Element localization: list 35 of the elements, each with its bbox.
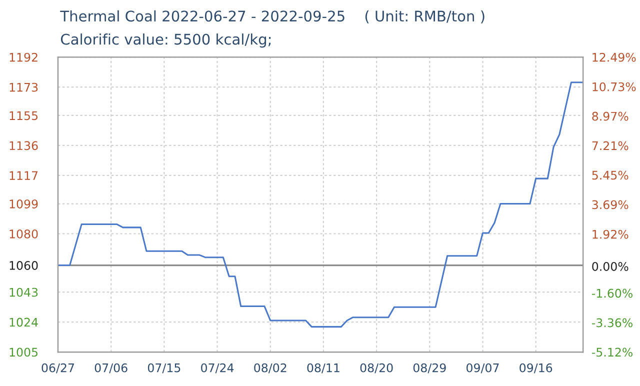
x-tick-label: 09/07 — [466, 363, 499, 374]
x-tick-label: 08/20 — [360, 363, 393, 374]
y2-tick-label: 10.73% — [592, 82, 636, 92]
y-tick-label: 1060 — [10, 261, 38, 270]
line-series — [58, 82, 584, 328]
y-tick-label: 1043 — [10, 288, 38, 297]
y2-tick-label: -3.36% — [592, 318, 632, 328]
y2-tick-label: -1.60% — [592, 288, 632, 298]
x-tick-label: 08/02 — [254, 363, 286, 374]
y2-tick-label: 7.21% — [592, 141, 628, 150]
y-tick-label: 1117 — [10, 171, 38, 180]
x-tick-label: 07/15 — [148, 363, 180, 374]
x-tick-label: 07/06 — [94, 363, 128, 374]
y-tick-label: 1192 — [10, 52, 38, 62]
chart-title: Thermal Coal 2022-06-27 - 2022-09-25 ( Unit: RMB/ton ) — [60, 10, 484, 24]
y2-tick-label: 1.92% — [592, 230, 628, 239]
y-tick-label: 1173 — [10, 82, 38, 92]
y2-tick-label: 8.97% — [592, 112, 628, 121]
chart-subtitle: Calorific value: 5500 kcal/kg; — [60, 33, 271, 48]
x-tick-label: 08/11 — [307, 363, 340, 374]
y-tick-label: 1155 — [10, 111, 38, 120]
y-tick-label: 1024 — [10, 318, 38, 327]
y2-tick-label: 0.00% — [592, 262, 628, 271]
y-tick-label: 1005 — [10, 348, 38, 357]
y2-tick-label: 5.45% — [592, 170, 628, 180]
y-tick-label: 1136 — [10, 141, 38, 150]
y-tick-label: 1099 — [10, 200, 38, 208]
y2-tick-label: -5.12% — [592, 348, 632, 357]
y-tick-label: 1080 — [10, 229, 38, 238]
x-tick-label: 06/27 — [42, 363, 74, 374]
x-tick-label: 07/24 — [201, 363, 234, 374]
y2-tick-label: 3.69% — [592, 200, 628, 210]
y2-tick-label: 12.49% — [592, 52, 636, 62]
x-tick-label: 08/29 — [413, 363, 446, 374]
x-tick-label: 09/16 — [520, 363, 552, 374]
